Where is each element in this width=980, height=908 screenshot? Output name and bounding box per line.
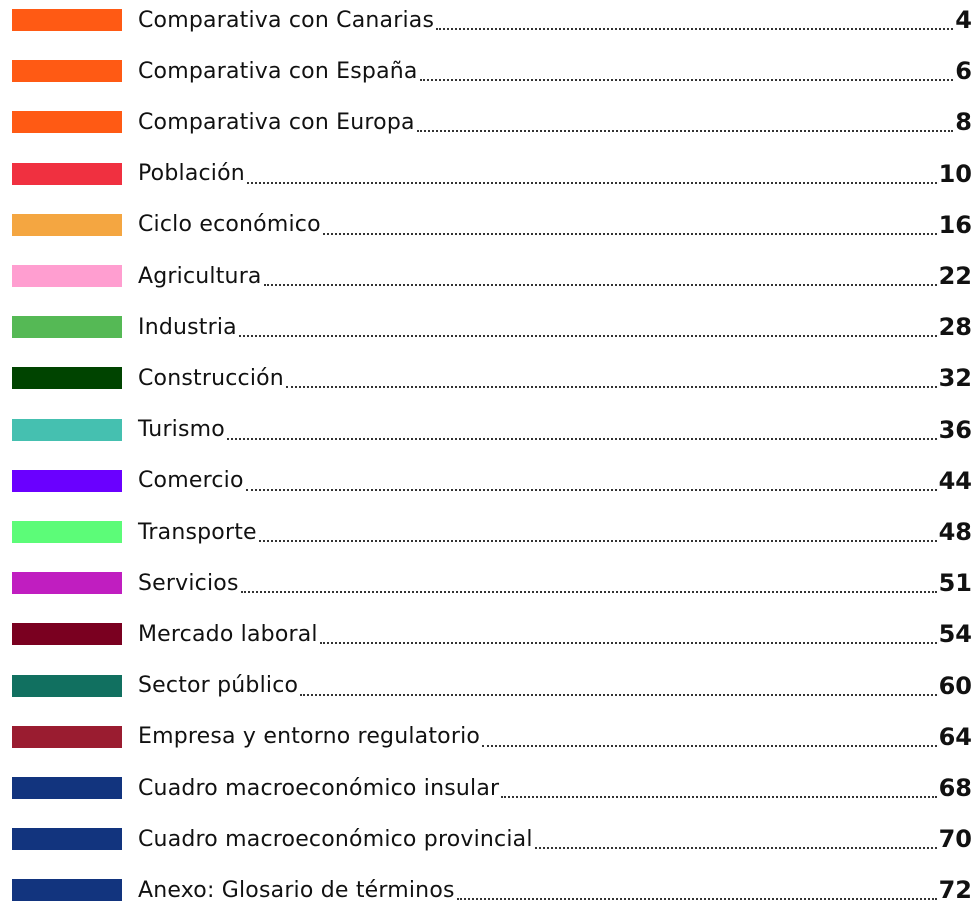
toc-entry: Cuadro macroeconómico provincial 70 <box>0 821 972 857</box>
entry-title: Comparativa con Europa <box>138 109 415 135</box>
dot-leader <box>245 488 937 491</box>
dot-leader <box>300 693 937 696</box>
page-number: 4 <box>955 6 972 34</box>
entry-title: Transporte <box>138 519 257 545</box>
entry-title: Construcción <box>138 365 284 391</box>
dot-leader <box>246 181 937 184</box>
entry-title: Comparativa con Canarias <box>138 7 435 33</box>
entry-title: Industria <box>138 314 237 340</box>
dot-leader <box>226 437 937 440</box>
entry-title: Agricultura <box>138 263 262 289</box>
toc-entry: Sector público 60 <box>0 668 972 704</box>
color-swatch <box>12 623 122 646</box>
entry-title: Ciclo económico <box>138 212 321 238</box>
dot-leader <box>240 591 937 594</box>
page-number: 16 <box>938 210 972 239</box>
dot-leader <box>319 642 937 645</box>
entry-title: Comparativa con España <box>138 58 418 84</box>
color-swatch <box>12 572 122 595</box>
page-number: 51 <box>938 569 972 598</box>
entry-title: Anexo: Glosario de términos <box>138 877 455 903</box>
dot-leader <box>501 796 937 798</box>
dot-leader <box>263 284 937 286</box>
color-swatch <box>12 674 122 697</box>
color-swatch <box>12 111 122 134</box>
color-swatch <box>12 777 122 799</box>
toc-entry: Cuadro macroeconómico insular 68 <box>0 770 972 806</box>
color-swatch <box>12 879 122 902</box>
toc-entry: Ciclo económico 16 <box>0 207 972 243</box>
toc-entry: Empresa y entorno regulatorio 64 <box>0 719 972 755</box>
color-swatch <box>12 828 122 851</box>
dot-leader <box>238 335 937 338</box>
color-swatch <box>12 469 122 492</box>
toc-entry: Turismo 36 <box>0 412 972 448</box>
color-swatch <box>12 213 122 236</box>
dot-leader <box>258 540 937 542</box>
entry-title: Mercado laboral <box>138 621 318 647</box>
page-number: 72 <box>938 876 972 905</box>
toc-entry: Agricultura 22 <box>0 258 972 294</box>
page-number: 70 <box>938 825 972 854</box>
toc-entry: Construcción 32 <box>0 360 972 396</box>
toc-entry: Comercio 44 <box>0 463 972 499</box>
toc-entry: Población 10 <box>0 156 972 192</box>
color-swatch <box>12 162 122 185</box>
page-number: 28 <box>938 313 972 342</box>
toc-entry: Comparativa con Europa 8 <box>0 104 972 140</box>
page-number: 64 <box>938 722 972 751</box>
dot-leader <box>322 232 937 235</box>
color-swatch <box>12 265 122 287</box>
color-swatch <box>12 9 122 31</box>
toc-entry: Comparativa con Canarias 4 <box>0 2 972 38</box>
page-number: 48 <box>938 518 972 546</box>
dot-leader <box>456 898 937 901</box>
dot-leader <box>416 130 954 133</box>
color-swatch <box>12 521 122 543</box>
page-number: 8 <box>955 108 972 137</box>
toc-entry: Comparativa con España 6 <box>0 53 972 89</box>
entry-title: Comercio <box>138 468 244 494</box>
page-number: 6 <box>955 57 972 86</box>
entry-title: Turismo <box>138 417 225 443</box>
color-swatch <box>12 367 122 390</box>
dot-leader <box>436 28 954 30</box>
entry-title: Servicios <box>138 570 239 596</box>
page-number: 44 <box>938 466 972 495</box>
dot-leader <box>419 79 954 82</box>
color-swatch <box>12 60 122 83</box>
page-number: 54 <box>938 620 972 649</box>
color-swatch <box>12 725 122 748</box>
entry-title: Empresa y entorno regulatorio <box>138 724 481 750</box>
entry-title: Cuadro macroeconómico provincial <box>138 826 533 852</box>
toc-entry: Mercado laboral 54 <box>0 616 972 652</box>
entry-title: Población <box>138 161 245 187</box>
toc-entry: Transporte 48 <box>0 514 972 550</box>
dot-leader <box>482 744 937 747</box>
toc-entry: Anexo: Glosario de términos 72 <box>0 872 972 908</box>
dot-leader <box>285 386 937 389</box>
page-number: 68 <box>938 774 972 802</box>
page-number: 32 <box>938 364 972 393</box>
page-number: 22 <box>938 262 972 290</box>
color-swatch <box>12 418 122 441</box>
page-number: 36 <box>938 415 972 444</box>
entry-title: Cuadro macroeconómico insular <box>138 775 500 801</box>
entry-title: Sector público <box>138 673 299 699</box>
page-number: 10 <box>938 159 972 188</box>
toc-entry: Servicios 51 <box>0 565 972 601</box>
page-number: 60 <box>938 671 972 700</box>
toc-entry: Industria 28 <box>0 309 972 345</box>
dot-leader <box>534 847 937 850</box>
color-swatch <box>12 316 122 339</box>
